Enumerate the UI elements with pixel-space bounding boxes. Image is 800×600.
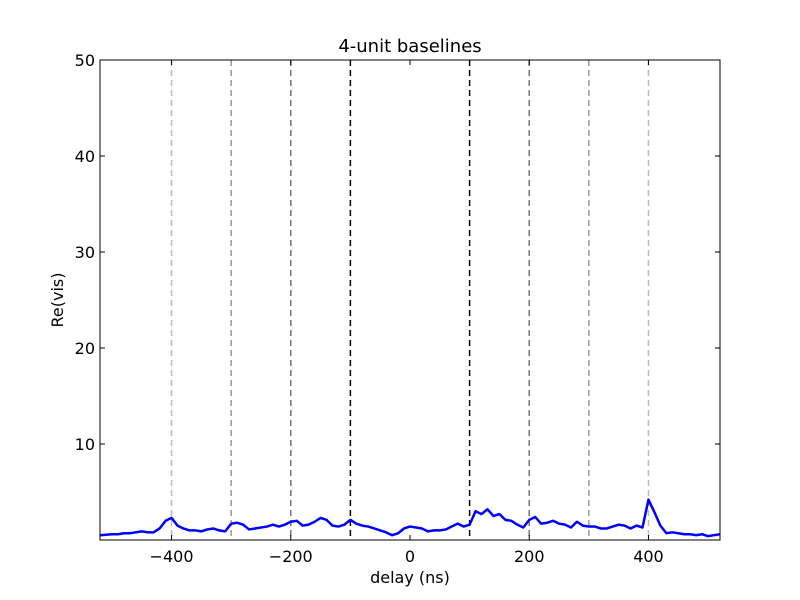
x-tick-label: −200 <box>269 547 313 566</box>
reference-lines <box>170 60 650 540</box>
y-tick-label: 20 <box>75 339 95 358</box>
x-tick-label: 200 <box>514 547 545 566</box>
y-tick-label: 50 <box>75 51 95 70</box>
x-tick-label: −400 <box>150 547 194 566</box>
y-axis-label: Re(vis) <box>48 273 67 328</box>
y-tick-label: 40 <box>75 147 95 166</box>
y-tick-label: 10 <box>75 435 95 454</box>
plot-frame <box>99 59 721 541</box>
series-layer <box>99 498 721 538</box>
x-axis-label: delay (ns) <box>370 568 450 587</box>
x-tick-label: 0 <box>405 547 415 566</box>
y-axis-ticks: 10 20 30 40 50 <box>75 51 720 454</box>
x-tick-label: 400 <box>633 547 664 566</box>
chart-title: 4-unit baselines <box>338 36 481 57</box>
x-axis-ticks: −400 −200 0 200 400 <box>150 60 664 566</box>
y-tick-label: 30 <box>75 243 95 262</box>
series-line-0 <box>99 498 721 538</box>
